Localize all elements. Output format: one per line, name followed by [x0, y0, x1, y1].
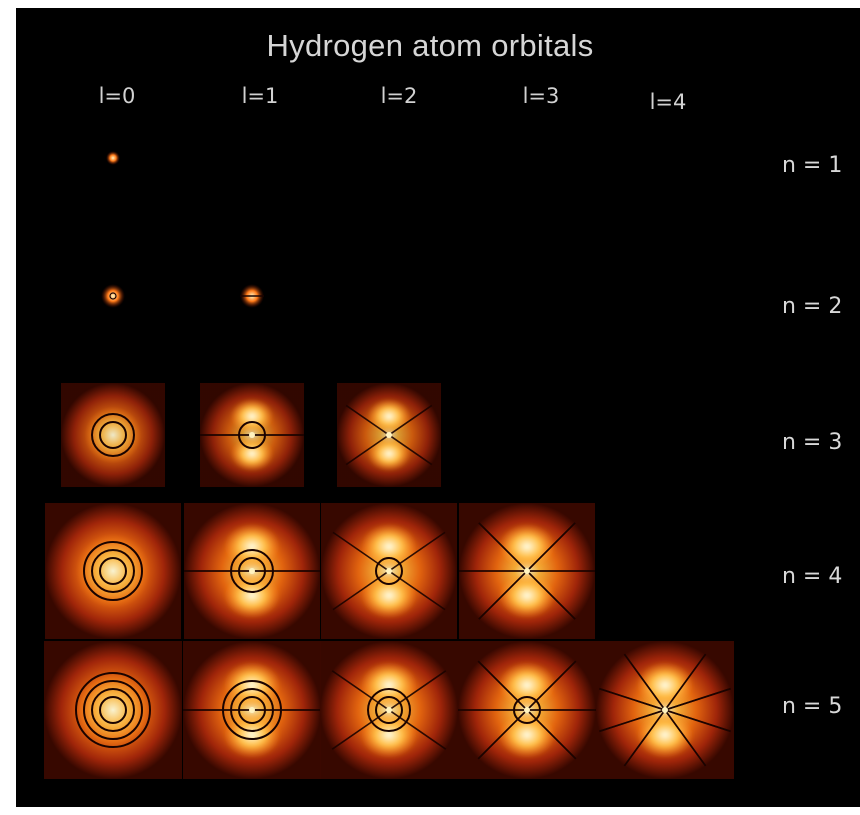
orbital-n4-l3 — [459, 503, 595, 639]
orbital-n3-l0 — [61, 383, 165, 487]
orbital-n5-l3 — [458, 641, 596, 779]
n-label-4: n = 4 — [782, 564, 843, 589]
n-label-2: n = 2 — [782, 294, 843, 319]
l-label-2: l=2 — [380, 84, 418, 108]
orbital-n2-l0 — [101, 284, 125, 308]
orbital-n4-l0 — [45, 503, 181, 639]
orbital-n4-l2 — [321, 503, 457, 639]
n-label-5: n = 5 — [782, 694, 843, 719]
orbital-n3-l1 — [200, 383, 304, 487]
l-label-1: l=1 — [241, 84, 279, 108]
orbital-n5-l4 — [596, 641, 734, 779]
n-label-1: n = 1 — [782, 153, 843, 178]
orbital-n2-l1 — [240, 284, 264, 308]
figure-title: Hydrogen atom orbitals — [266, 28, 594, 63]
orbital-n5-l2 — [320, 641, 458, 779]
orbital-n3-l2 — [337, 383, 441, 487]
orbital-n5-l0 — [44, 641, 182, 779]
n-label-3: n = 3 — [782, 430, 843, 455]
orbital-n5-l1 — [183, 641, 321, 779]
l-label-3: l=3 — [522, 84, 560, 108]
l-label-0: l=0 — [98, 84, 136, 108]
orbital-n1-l0 — [106, 151, 120, 165]
l-label-4: l=4 — [649, 90, 687, 114]
orbital-n4-l1 — [184, 503, 320, 639]
